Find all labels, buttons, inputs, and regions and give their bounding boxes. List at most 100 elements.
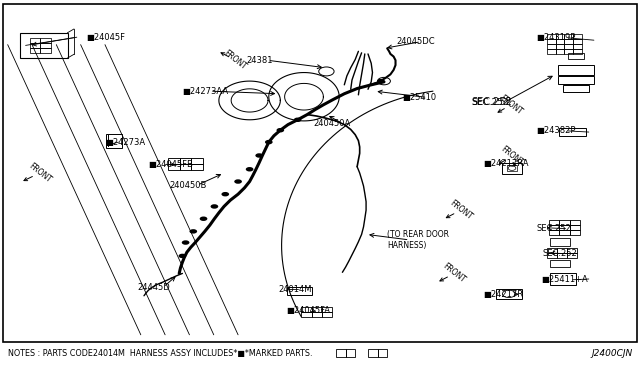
Circle shape xyxy=(211,204,218,209)
Bar xyxy=(191,164,203,170)
Text: SEC.252: SEC.252 xyxy=(471,98,509,107)
Bar xyxy=(346,349,355,357)
Bar xyxy=(20,33,68,58)
Bar xyxy=(567,248,577,253)
Bar xyxy=(502,163,522,174)
Bar xyxy=(559,220,570,225)
Text: 240450A: 240450A xyxy=(314,119,351,128)
Text: ■24319P: ■24319P xyxy=(536,33,576,42)
Bar xyxy=(547,248,557,253)
Bar xyxy=(322,307,332,312)
Circle shape xyxy=(179,254,186,258)
Bar xyxy=(573,44,582,49)
Bar xyxy=(556,44,564,49)
Bar xyxy=(563,85,589,92)
Bar xyxy=(564,39,573,44)
Circle shape xyxy=(200,217,207,221)
Bar xyxy=(40,48,51,53)
Bar xyxy=(40,43,51,48)
Bar xyxy=(378,349,387,357)
Circle shape xyxy=(294,118,301,122)
Bar xyxy=(564,49,573,54)
Bar xyxy=(564,34,573,39)
Bar xyxy=(168,158,180,164)
Circle shape xyxy=(265,140,273,144)
Bar xyxy=(550,238,570,246)
Text: 240450B: 240450B xyxy=(170,181,207,190)
Bar xyxy=(312,307,322,312)
Circle shape xyxy=(234,179,242,184)
Bar xyxy=(30,48,40,53)
Bar xyxy=(368,349,378,357)
Bar xyxy=(556,49,564,54)
Circle shape xyxy=(221,192,229,196)
Bar xyxy=(564,44,573,49)
Text: FRONT: FRONT xyxy=(27,161,52,185)
Text: FRONT: FRONT xyxy=(448,199,474,222)
Text: NOTES : PARTS CODE24014M  HARNESS ASSY INCLUDES*■*MARKED PARTS.: NOTES : PARTS CODE24014M HARNESS ASSY IN… xyxy=(8,349,312,358)
Bar xyxy=(322,312,332,317)
Bar xyxy=(547,34,556,39)
Text: ■24045F: ■24045F xyxy=(86,33,125,42)
Circle shape xyxy=(255,153,263,158)
Bar xyxy=(573,34,582,39)
Bar xyxy=(570,225,580,230)
Bar xyxy=(547,44,556,49)
Text: ■25410: ■25410 xyxy=(402,93,436,102)
Text: 24445D: 24445D xyxy=(138,283,170,292)
Bar xyxy=(30,43,40,48)
Circle shape xyxy=(246,167,253,171)
Bar xyxy=(496,289,522,299)
Text: ■24217R: ■24217R xyxy=(483,290,524,299)
Text: SEC.252: SEC.252 xyxy=(536,224,571,233)
Text: ■24273A: ■24273A xyxy=(106,138,146,147)
Bar xyxy=(559,230,570,235)
Text: FRONT: FRONT xyxy=(499,145,525,168)
Bar xyxy=(106,134,122,148)
Text: FRONT: FRONT xyxy=(498,93,524,116)
Bar xyxy=(30,38,40,43)
Bar xyxy=(559,225,570,230)
Text: ■25411+A: ■25411+A xyxy=(541,275,588,284)
Bar xyxy=(336,349,346,357)
Circle shape xyxy=(182,240,189,245)
Text: FRONT: FRONT xyxy=(223,49,248,72)
Bar xyxy=(568,53,584,59)
Bar xyxy=(180,158,191,164)
Bar xyxy=(40,38,51,43)
Bar xyxy=(550,273,576,285)
Text: ■24382P: ■24382P xyxy=(536,126,576,135)
Bar xyxy=(287,287,312,295)
Bar xyxy=(557,253,567,258)
Text: ■24045FB: ■24045FB xyxy=(148,160,193,169)
Bar xyxy=(570,230,580,235)
Bar xyxy=(557,248,567,253)
Circle shape xyxy=(189,229,197,234)
Bar xyxy=(549,230,559,235)
Bar xyxy=(549,220,559,225)
Text: ■24273AA: ■24273AA xyxy=(182,87,228,96)
Text: SEC.252: SEC.252 xyxy=(543,249,577,258)
Text: 24045DC: 24045DC xyxy=(397,37,435,46)
Bar xyxy=(556,34,564,39)
Text: ■24217RA: ■24217RA xyxy=(483,159,529,168)
Bar xyxy=(191,158,203,164)
Circle shape xyxy=(377,79,385,83)
Bar xyxy=(168,164,180,170)
Bar xyxy=(547,253,557,258)
Text: FRONT: FRONT xyxy=(442,262,467,285)
Bar xyxy=(547,39,556,44)
Text: J2400CJN: J2400CJN xyxy=(591,349,632,358)
Bar xyxy=(573,39,582,44)
Bar xyxy=(312,312,322,317)
Circle shape xyxy=(276,128,284,132)
Bar xyxy=(549,225,559,230)
Bar xyxy=(180,164,191,170)
Bar xyxy=(507,165,517,171)
Bar xyxy=(573,49,582,54)
Text: ■24045FA: ■24045FA xyxy=(287,306,331,315)
Bar xyxy=(550,260,570,267)
Bar xyxy=(567,253,577,258)
Text: SEC.252: SEC.252 xyxy=(471,97,512,107)
Text: 24014M: 24014M xyxy=(278,285,312,294)
